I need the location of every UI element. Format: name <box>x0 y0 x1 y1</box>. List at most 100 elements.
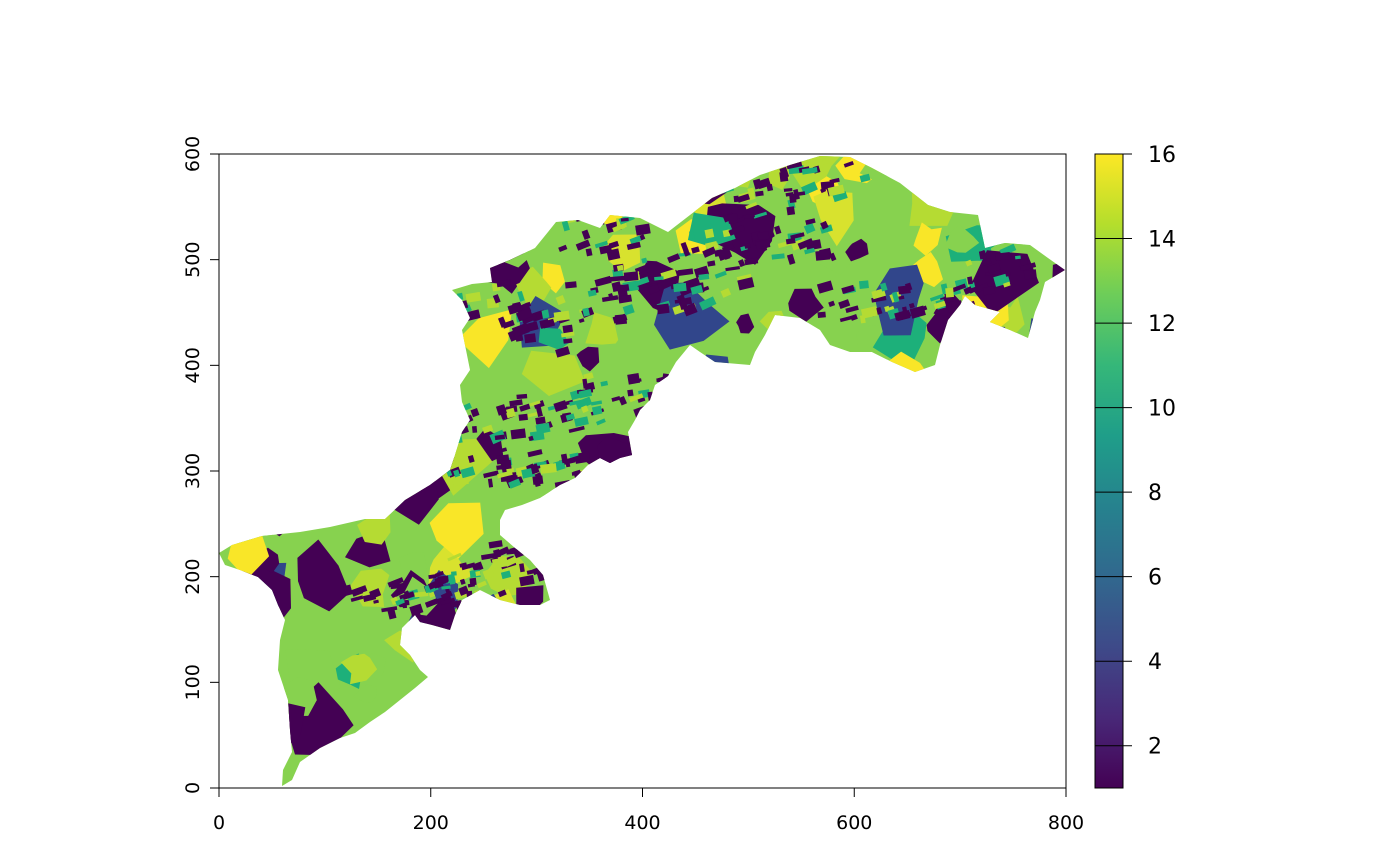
raster-cell <box>465 291 482 303</box>
raster-patch <box>832 669 894 714</box>
colorbar-tick-label: 6 <box>1148 566 1162 591</box>
raster-patch <box>1052 496 1065 521</box>
raster-cell <box>496 546 510 557</box>
raster-patch <box>319 252 396 312</box>
raster-patch <box>549 622 609 678</box>
raster-cell <box>801 167 818 175</box>
raster-patch <box>1040 527 1065 593</box>
raster-cell <box>517 290 525 302</box>
raster-patch <box>856 754 894 786</box>
raster-patch <box>311 469 349 509</box>
raster-patch <box>287 174 356 226</box>
raster-patch <box>599 570 636 608</box>
raster-patch <box>776 607 812 642</box>
raster-cell <box>542 318 556 329</box>
raster-cell <box>518 413 528 421</box>
raster-cell <box>481 553 495 560</box>
raster-cell <box>561 331 575 338</box>
raster-cell <box>979 249 986 256</box>
raster-patch <box>922 643 947 671</box>
raster-patch <box>782 733 829 780</box>
raster-cell <box>753 211 768 219</box>
raster-patch <box>342 199 379 228</box>
raster-patch <box>219 606 226 640</box>
raster-patch <box>219 435 247 494</box>
raster-cell <box>829 177 840 184</box>
raster-patch <box>1024 680 1065 732</box>
raster-cell <box>558 244 568 252</box>
raster-cell <box>600 380 609 387</box>
raster-cell <box>535 422 551 435</box>
raster-patch <box>1021 591 1051 627</box>
raster-cell <box>635 223 651 236</box>
raster-patch <box>855 656 877 688</box>
raster-patch <box>410 371 449 410</box>
raster-cell <box>680 241 689 253</box>
raster-patch <box>871 457 933 516</box>
raster-cell <box>795 191 806 197</box>
raster-cell <box>832 191 848 203</box>
raster-patch <box>964 770 1008 786</box>
raster-patch <box>357 156 416 199</box>
raster-patch <box>911 761 932 776</box>
raster-patch <box>219 523 241 545</box>
raster-cell <box>1023 269 1037 280</box>
raster-cell <box>467 604 479 610</box>
raster-cell <box>1002 281 1011 288</box>
raster-cell <box>535 416 546 425</box>
raster-patch <box>482 228 530 268</box>
raster-patch <box>270 193 345 260</box>
raster-patch <box>551 730 601 778</box>
raster-cell <box>982 258 992 266</box>
raster-cell <box>995 252 1011 261</box>
colorbar-tick-label: 16 <box>1148 143 1176 168</box>
raster-cell <box>578 388 593 399</box>
raster-cell <box>465 601 482 608</box>
raster-patch <box>429 502 484 559</box>
raster-patch <box>696 488 717 510</box>
raster-patch <box>786 156 845 192</box>
raster-patch <box>576 346 600 372</box>
raster-patch <box>507 714 564 749</box>
raster-cell <box>381 606 398 613</box>
raster-patch <box>219 440 273 502</box>
raster-patch <box>1011 749 1065 786</box>
raster-patch <box>1018 638 1063 689</box>
raster-cell <box>504 556 518 567</box>
raster-cell <box>829 252 837 262</box>
raster-patch <box>706 749 770 786</box>
raster-patch <box>917 388 949 426</box>
raster-patch <box>251 428 315 492</box>
raster-patch <box>965 508 1000 542</box>
raster-cell <box>534 472 543 480</box>
raster-cell <box>487 478 494 488</box>
raster-cell <box>565 413 575 421</box>
raster-patch <box>735 551 752 569</box>
raster-cell <box>755 239 771 250</box>
raster-patch <box>236 258 269 286</box>
raster-cell <box>594 240 609 249</box>
raster-patch <box>926 437 961 476</box>
raster-cell <box>965 300 976 308</box>
x-tick-label: 800 <box>1048 812 1084 834</box>
raster-cell <box>611 396 621 402</box>
raster-patch <box>554 156 611 186</box>
raster-patch <box>457 208 497 251</box>
raster-cell <box>618 395 627 406</box>
raster-patch <box>1017 663 1043 686</box>
raster-patch <box>777 608 823 672</box>
raster-patch <box>366 260 416 312</box>
raster-cell <box>1019 262 1037 272</box>
raster-cell <box>974 282 989 293</box>
raster-patch <box>299 175 358 232</box>
colorbar-tick-label: 12 <box>1148 312 1176 337</box>
raster-cell <box>816 280 834 294</box>
raster-patch <box>835 688 873 732</box>
raster-cell <box>785 237 796 245</box>
raster-patch <box>872 310 927 366</box>
raster-cell <box>519 563 525 573</box>
raster-cell <box>519 574 535 587</box>
raster-cell <box>563 338 573 344</box>
raster-cell <box>561 220 570 232</box>
raster-cell <box>482 424 494 434</box>
